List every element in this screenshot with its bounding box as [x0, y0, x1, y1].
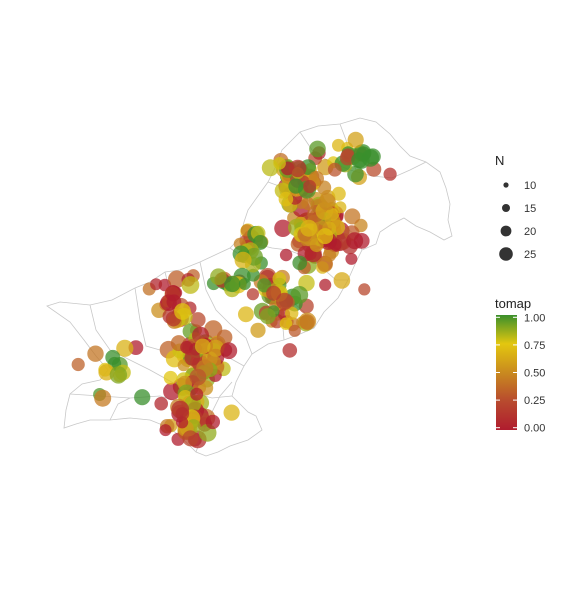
- survey-point: [205, 414, 220, 430]
- survey-point: [182, 430, 199, 447]
- survey-point: [168, 270, 186, 289]
- survey-point: [259, 308, 276, 325]
- survey-point: [334, 201, 347, 214]
- survey-point: [319, 278, 332, 291]
- district-line: [199, 261, 253, 355]
- survey-point: [194, 338, 211, 355]
- survey-point: [159, 424, 172, 437]
- survey-point: [250, 322, 266, 338]
- survey-point: [273, 157, 286, 170]
- survey-point: [288, 324, 301, 337]
- survey-point: [150, 278, 163, 291]
- color-bar: [496, 315, 517, 430]
- survey-point: [317, 228, 334, 245]
- size-legend-label: 25: [524, 249, 536, 261]
- survey-point: [174, 303, 191, 320]
- survey-point: [353, 144, 372, 162]
- district-line: [134, 287, 161, 351]
- survey-point: [329, 238, 342, 251]
- survey-point: [190, 387, 204, 401]
- survey-point: [278, 191, 294, 207]
- survey-point: [266, 285, 282, 301]
- survey-point: [163, 370, 178, 385]
- survey-points: [71, 131, 397, 449]
- survey-point: [298, 312, 317, 331]
- survey-point: [346, 232, 364, 250]
- survey-point: [223, 404, 240, 421]
- survey-point: [238, 306, 254, 323]
- size-legend-key: [499, 247, 513, 261]
- survey-point: [189, 368, 207, 386]
- survey-point: [347, 165, 364, 183]
- survey-point: [207, 339, 225, 357]
- survey-point: [331, 186, 346, 201]
- survey-point: [94, 389, 112, 407]
- survey-point: [87, 345, 104, 362]
- survey-point: [184, 350, 200, 366]
- survey-point: [358, 283, 371, 296]
- survey-point: [292, 255, 308, 271]
- color-legend-ticks: 1.00 0.75 0.50 0.25 0.00: [496, 312, 545, 435]
- color-tick-label: 0.50: [524, 368, 545, 380]
- size-legend-title: N: [495, 153, 504, 168]
- survey-point: [333, 272, 351, 289]
- survey-point: [318, 193, 336, 211]
- survey-point: [285, 306, 299, 320]
- survey-point: [274, 219, 292, 237]
- survey-point: [344, 208, 361, 225]
- color-tick-label: 0.75: [524, 340, 545, 352]
- survey-point: [347, 131, 364, 148]
- size-legend-label: 10: [524, 180, 536, 192]
- size-legend-key: [502, 204, 510, 212]
- size-legend-label: 20: [524, 226, 536, 238]
- survey-point: [116, 339, 134, 357]
- survey-point: [238, 278, 251, 290]
- survey-point: [272, 271, 287, 286]
- survey-point: [210, 268, 227, 286]
- survey-point: [163, 382, 181, 401]
- survey-point: [181, 276, 200, 294]
- survey-point: [165, 285, 182, 302]
- legend: N 10 15 20 25 tomap 1.00 0.75 0.50 0.25 0.00: [495, 153, 545, 435]
- survey-point: [317, 256, 333, 273]
- survey-point: [71, 357, 85, 372]
- survey-point: [190, 312, 206, 328]
- survey-point: [288, 178, 304, 194]
- survey-point: [279, 317, 293, 331]
- survey-point: [282, 343, 298, 358]
- size-legend: 10 15 20 25: [499, 180, 536, 261]
- survey-point: [289, 159, 307, 178]
- survey-point: [276, 292, 294, 310]
- size-legend-key: [503, 182, 509, 188]
- survey-point: [327, 162, 342, 177]
- survey-point: [383, 167, 397, 181]
- survey-point: [309, 140, 326, 158]
- survey-point: [134, 389, 151, 406]
- survey-point: [109, 366, 128, 384]
- survey-point: [105, 349, 121, 365]
- survey-point: [303, 179, 317, 194]
- survey-point: [279, 248, 293, 262]
- district-line: [109, 397, 131, 421]
- size-legend-key: [500, 225, 512, 237]
- survey-point: [290, 286, 309, 304]
- survey-point: [224, 275, 241, 293]
- survey-point: [300, 219, 318, 237]
- survey-point: [234, 251, 252, 269]
- survey-point: [246, 288, 259, 301]
- survey-point: [345, 252, 358, 265]
- color-legend-title: tomap: [495, 296, 531, 311]
- survey-point: [175, 407, 190, 421]
- size-legend-label: 15: [524, 203, 536, 215]
- color-tick-label: 1.00: [524, 312, 545, 324]
- color-tick-label: 0.00: [524, 423, 545, 435]
- color-tick-label: 0.25: [524, 395, 545, 407]
- survey-point: [220, 342, 238, 360]
- survey-point: [154, 396, 168, 411]
